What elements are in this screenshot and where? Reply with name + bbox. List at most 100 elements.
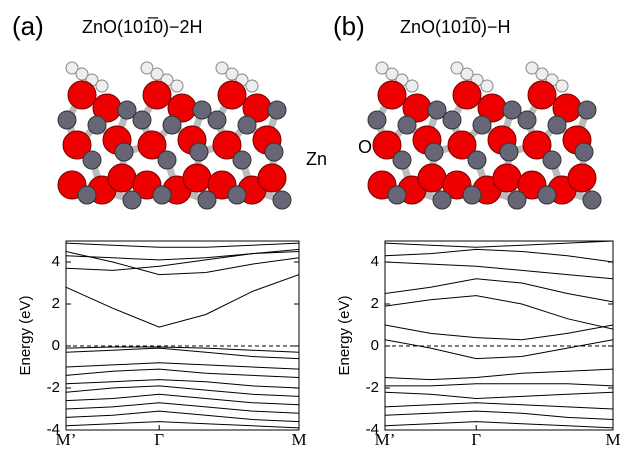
band-line [66,363,299,369]
band-line [385,325,613,340]
y-axis-label: Energy (eV) [17,295,34,375]
atom-label: O [358,137,372,157]
o-atom [568,164,596,192]
h-atom [406,80,418,92]
atomic-structure: Zn [58,62,327,209]
band-line [385,403,613,409]
band-line [66,348,299,359]
zn-atom [433,191,451,209]
zn-atom [443,111,461,129]
band-line [66,403,299,414]
zn-atom [473,116,491,134]
atomic-structure: O [358,62,601,209]
band-line [385,411,613,419]
o-atom [453,81,481,109]
o-atom [218,81,246,109]
zn-atom [190,143,208,161]
zn-atom [518,111,536,129]
panel-title: ZnO(101̅0)−H [400,17,511,37]
zn-atom [575,143,593,161]
zn-atom [273,191,291,209]
o-atom [528,81,556,109]
zn-atom [153,186,171,204]
band-line [385,392,613,398]
h-atom [171,80,183,92]
y-axis-label: Energy (eV) [336,295,353,375]
band-line [385,262,613,279]
o-atom [493,164,521,192]
band-line [66,252,299,271]
zn-atom [393,151,411,169]
y-tick-label: 4 [52,253,60,270]
x-tick-label: M’ [375,430,396,449]
band-line [66,243,299,247]
zn-atom [583,191,601,209]
h-atom [481,80,493,92]
zn-atom [88,116,106,134]
zn-atom [368,111,386,129]
band-line [66,386,299,397]
band-line [66,369,299,377]
band-line [385,369,613,380]
y-tick-label: 2 [52,295,60,312]
band-line [385,296,613,330]
plot-frame [385,241,613,430]
zn-atom [78,186,96,204]
x-tick-label: M [605,430,620,449]
y-tick-label: 2 [371,295,379,312]
band-line [385,422,613,428]
band-line [385,241,613,247]
y-tick-label: -2 [366,379,379,396]
zn-atom [238,116,256,134]
zn-atom [115,143,133,161]
band-line [66,249,299,260]
zn-atom [548,116,566,134]
band-line [385,279,613,302]
o-atom [258,164,286,192]
o-atom [68,81,96,109]
zn-atom [398,116,416,134]
zn-atom [58,111,76,129]
x-tick-label: Γ [471,430,481,449]
band-line [385,384,613,386]
zn-atom [228,186,246,204]
zn-atom [578,101,596,119]
zn-atom [158,151,176,169]
atom-label: Zn [306,149,327,169]
o-atom [378,81,406,109]
zn-atom [208,111,226,129]
plot-frame [66,241,299,430]
zn-atom [163,116,181,134]
zn-atom [268,101,286,119]
band-line [385,340,613,359]
panel-label: (a) [12,11,44,41]
zn-atom [123,191,141,209]
o-atom [108,164,136,192]
h-atom [96,80,108,92]
y-tick-label: 0 [52,337,60,354]
zn-atom [463,186,481,204]
zn-atom [233,151,251,169]
band-line [66,380,299,388]
panel-title: ZnO(101̅0)−2H [82,17,203,37]
y-tick-label: 4 [371,253,379,270]
zn-atom [265,143,283,161]
h-atom [556,80,568,92]
zn-atom [543,151,561,169]
y-tick-label: -2 [47,379,60,396]
zn-atom [508,191,526,209]
o-atom [143,81,171,109]
zn-atom [133,111,151,129]
band-line [66,394,299,405]
band-line [66,347,299,352]
o-atom [418,164,446,192]
figure: (a)ZnO(101̅0)−2HZnEnergy (eV)-4-2024M’ΓM… [0,0,624,451]
zn-atom [388,186,406,204]
zn-atom [425,143,443,161]
band-line [66,275,299,328]
panel-label: (b) [333,11,365,41]
x-tick-label: M’ [56,430,77,449]
band-line [66,422,299,428]
o-atom [183,164,211,192]
zn-atom [198,191,216,209]
